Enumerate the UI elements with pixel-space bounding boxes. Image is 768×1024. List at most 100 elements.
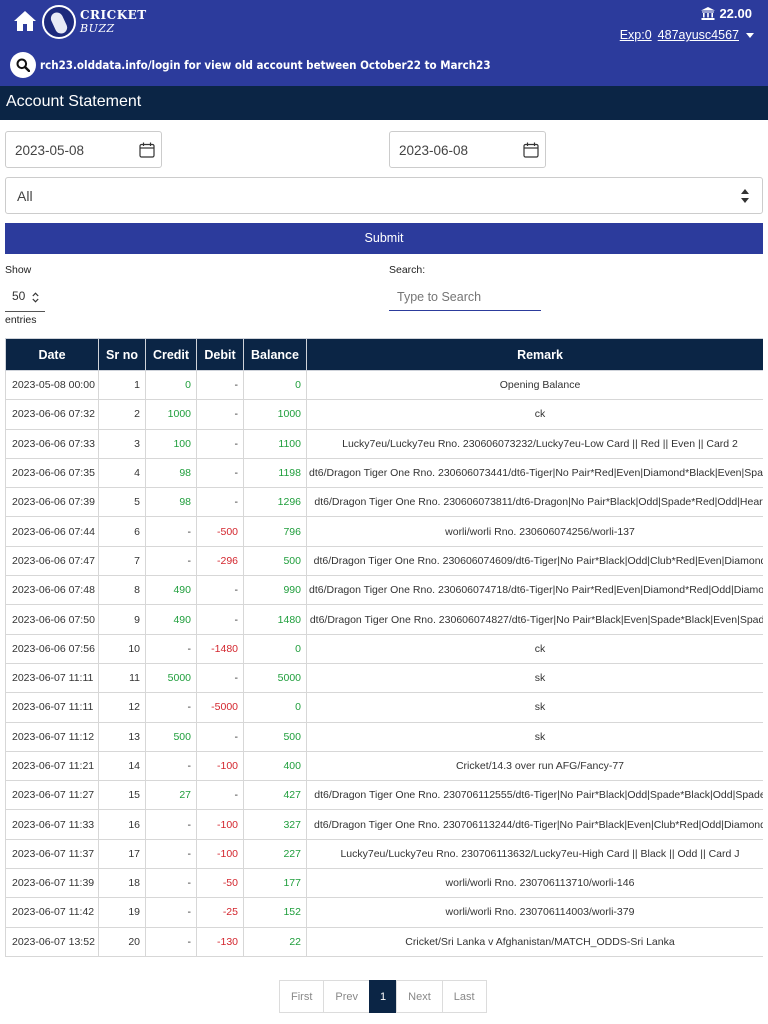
cell-sr-no: 16 bbox=[98, 809, 146, 840]
calendar-icon[interactable] bbox=[523, 142, 539, 158]
cell-debit: - bbox=[196, 428, 244, 459]
cell-debit: - bbox=[196, 662, 244, 694]
table-row: 2023-06-07 11:37 17- -100 227 Lucky7eu/Lucky… bbox=[5, 838, 763, 870]
table-row: 2023-06-07 11:21 14- -100 400 Cricket/14.3 o… bbox=[5, 750, 763, 782]
logo-emblem-icon bbox=[42, 5, 76, 39]
table-row: 2023-06-06 07:48 8 490-990 dt6/Dragon Tiger… bbox=[5, 575, 763, 606]
col-header-date[interactable]: Date bbox=[5, 338, 99, 371]
cell-remark: Lucky7eu/Lucky7eu Rno. 230606073232/Luck… bbox=[306, 428, 763, 459]
cell-credit: 5000 bbox=[145, 662, 197, 694]
to-date-value: 2023-06-08 bbox=[399, 143, 469, 158]
cell-sr-no: 20 bbox=[98, 926, 146, 957]
sort-updown-icon bbox=[741, 189, 749, 203]
cell-remark: dt6/Dragon Tiger One Rno. 230606073811/d… bbox=[306, 487, 763, 518]
table-row: 2023-06-06 07:44 6- -500 796 worli/worli Rno… bbox=[5, 516, 763, 547]
table-row: 2023-06-06 07:35 4 98-1198 dt6/Dragon Tiger… bbox=[5, 457, 763, 489]
calendar-icon[interactable] bbox=[139, 142, 155, 158]
entries-per-page-value: 50 bbox=[12, 289, 26, 303]
from-date-input[interactable]: 2023-05-08 bbox=[5, 131, 162, 168]
cell-debit: -100 bbox=[196, 809, 244, 840]
cell-balance: 227 bbox=[243, 838, 307, 870]
cell-debit: - bbox=[196, 457, 244, 489]
chevron-down-icon[interactable] bbox=[746, 32, 754, 38]
cell-debit: - bbox=[196, 369, 244, 401]
cell-remark: dt6/Dragon Tiger One Rno. 230706113244/d… bbox=[306, 809, 763, 840]
cell-date: 2023-06-07 11:11 bbox=[5, 692, 99, 723]
cell-credit: - bbox=[145, 692, 197, 723]
table-header-row: Date Sr no Credit Debit Balance Remark bbox=[5, 338, 763, 371]
cell-debit: -1480 bbox=[196, 633, 244, 664]
col-header-remark[interactable]: Remark bbox=[306, 338, 763, 371]
cell-date: 2023-06-07 11:39 bbox=[5, 868, 99, 899]
statement-type-select[interactable]: All bbox=[5, 177, 763, 214]
cell-date: 2023-06-06 07:32 bbox=[5, 399, 99, 430]
balance-amount: 22.00 bbox=[719, 6, 752, 21]
pagination-page-current[interactable]: 1 bbox=[369, 980, 398, 1013]
col-header-debit[interactable]: Debit bbox=[196, 338, 244, 371]
table-row: 2023-06-07 13:52 20- -130 22 Cricket/Sri Lan… bbox=[5, 926, 763, 957]
user-menu-link[interactable]: 487ayusc4567 bbox=[657, 28, 739, 42]
cell-debit: -100 bbox=[196, 750, 244, 782]
cell-date: 2023-06-06 07:56 bbox=[5, 633, 99, 664]
cell-debit: -100 bbox=[196, 838, 244, 870]
cell-credit: - bbox=[145, 838, 197, 870]
cell-balance: 22 bbox=[243, 926, 307, 957]
col-header-sr-no[interactable]: Sr no bbox=[98, 338, 146, 371]
table-search-input[interactable] bbox=[389, 283, 541, 311]
cell-debit: -296 bbox=[196, 545, 244, 577]
cell-sr-no: 6 bbox=[98, 516, 146, 547]
cell-date: 2023-05-08 00:00 bbox=[5, 369, 99, 401]
cell-sr-no: 2 bbox=[98, 399, 146, 430]
col-header-credit[interactable]: Credit bbox=[145, 338, 197, 371]
cell-date: 2023-06-07 13:52 bbox=[5, 926, 99, 957]
cell-sr-no: 13 bbox=[98, 721, 146, 752]
submit-button[interactable]: Submit bbox=[5, 223, 763, 254]
search-button[interactable] bbox=[10, 52, 36, 78]
entries-label: entries bbox=[5, 314, 37, 326]
table-row: 2023-06-06 07:33 3 100-1100 Lucky7eu/Lucky7… bbox=[5, 428, 763, 459]
cell-credit: - bbox=[145, 750, 197, 782]
cell-balance: 400 bbox=[243, 750, 307, 782]
from-date-value: 2023-05-08 bbox=[15, 143, 85, 158]
pagination-prev[interactable]: Prev bbox=[323, 980, 371, 1013]
search-label: Search: bbox=[389, 264, 426, 276]
cell-balance: 1296 bbox=[243, 487, 307, 518]
cell-date: 2023-06-07 11:21 bbox=[5, 750, 99, 782]
cell-balance: 177 bbox=[243, 868, 307, 899]
cell-debit: - bbox=[196, 604, 244, 635]
cell-date: 2023-06-07 11:27 bbox=[5, 780, 99, 811]
home-icon[interactable] bbox=[13, 10, 37, 32]
cell-date: 2023-06-07 11:11 bbox=[5, 662, 99, 694]
table-row: 2023-06-07 11:27 15 27-427 dt6/Dragon Tiger… bbox=[5, 780, 763, 811]
cell-balance: 0 bbox=[243, 633, 307, 664]
cell-date: 2023-06-06 07:48 bbox=[5, 575, 99, 606]
cell-credit: 490 bbox=[145, 575, 197, 606]
cell-credit: - bbox=[145, 809, 197, 840]
table-row: 2023-06-06 07:47 7- -296 500 dt6/Dragon Tige… bbox=[5, 545, 763, 577]
pagination-last[interactable]: Last bbox=[441, 980, 487, 1013]
cell-remark: Lucky7eu/Lucky7eu Rno. 230706113632/Luck… bbox=[306, 838, 763, 870]
page-title: Account Statement bbox=[0, 86, 768, 120]
news-marquee: rch23.olddata.info/login for view old ac… bbox=[40, 58, 491, 72]
cell-sr-no: 11 bbox=[98, 662, 146, 694]
entries-per-page-select[interactable]: 50 bbox=[5, 283, 45, 312]
pagination-next[interactable]: Next bbox=[396, 980, 443, 1013]
site-logo[interactable]: CRICKET BUZZ bbox=[42, 4, 147, 40]
table-row: 2023-06-07 11:39 18- -50 177 worli/worli Rno… bbox=[5, 868, 763, 899]
cell-sr-no: 5 bbox=[98, 487, 146, 518]
exposure-link[interactable]: Exp:0 bbox=[619, 28, 652, 42]
cell-credit: 98 bbox=[145, 487, 197, 518]
cell-sr-no: 1 bbox=[98, 369, 146, 401]
pagination-first[interactable]: First bbox=[279, 980, 325, 1013]
cell-credit: - bbox=[145, 868, 197, 899]
cell-balance: 5000 bbox=[243, 662, 307, 694]
show-label: Show bbox=[5, 264, 32, 276]
cell-date: 2023-06-06 07:33 bbox=[5, 428, 99, 459]
col-header-balance[interactable]: Balance bbox=[243, 338, 307, 371]
cell-sr-no: 7 bbox=[98, 545, 146, 577]
top-header: CRICKET BUZZ 22.00 Exp:0 487ayusc4567 rc… bbox=[0, 0, 768, 86]
cell-credit: 100 bbox=[145, 428, 197, 459]
to-date-input[interactable]: 2023-06-08 bbox=[389, 131, 546, 168]
table-row: 2023-05-08 00:00 1 0-0 Opening Balance bbox=[5, 369, 763, 401]
cell-credit: - bbox=[145, 516, 197, 547]
